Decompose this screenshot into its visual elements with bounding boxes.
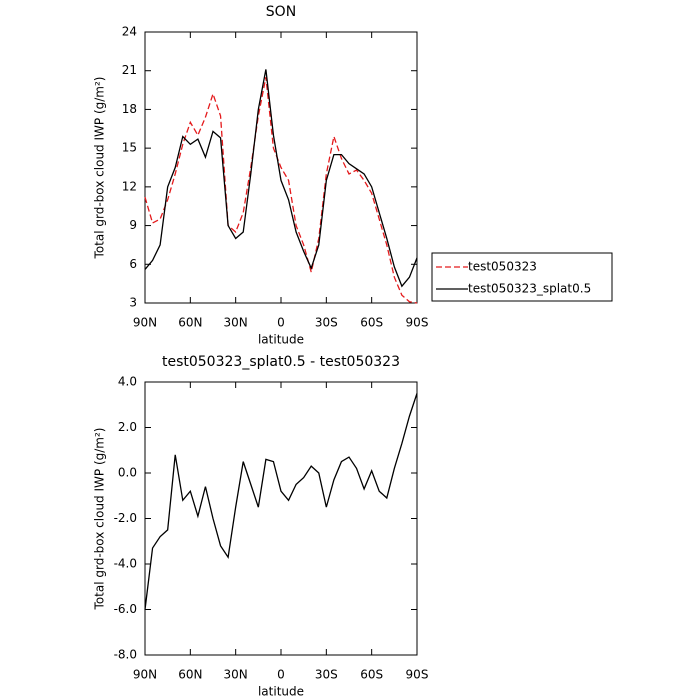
x-tick-label: 0: [277, 668, 285, 682]
y-tick-label: 3: [129, 296, 137, 310]
y-tick-label: -8.0: [114, 648, 137, 662]
x-tick-label: 30S: [315, 668, 338, 682]
y-tick-label: -4.0: [114, 557, 137, 571]
y-tick-label: -6.0: [114, 602, 137, 616]
plot-frame: [144, 381, 418, 656]
x-tick-label: 60N: [178, 668, 202, 682]
x-tick-label: 60N: [178, 316, 202, 330]
y-axis-label: Total grd-box cloud IWP (g/m²): [93, 428, 107, 611]
series-line: [144, 393, 418, 610]
legend-box: [431, 252, 613, 302]
x-tick-label: 0: [277, 316, 285, 330]
x-tick-label: 90N: [133, 668, 157, 682]
x-axis-label: latitude: [258, 333, 304, 347]
x-tick-label: 60S: [360, 316, 383, 330]
y-tick-label: 6: [129, 257, 137, 271]
x-tick-label: 30N: [224, 668, 248, 682]
chart-title: SON: [266, 4, 296, 20]
y-tick-label: 9: [129, 218, 137, 232]
x-tick-label: 60S: [360, 668, 383, 682]
chart-title: test050323_splat0.5 - test050323: [162, 354, 400, 370]
legend-label: test050323: [468, 260, 537, 274]
y-tick-label: 21: [122, 63, 137, 77]
y-tick-label: 4.0: [118, 375, 137, 389]
y-axis-label: Total grd-box cloud IWP (g/m²): [93, 77, 107, 260]
series-line: [144, 77, 418, 304]
legend-label: test050323_splat0.5: [468, 282, 591, 296]
y-tick-label: 2.0: [118, 420, 137, 434]
x-tick-label: 30N: [224, 316, 248, 330]
series-line: [144, 69, 418, 288]
y-tick-label: 0.0: [118, 466, 137, 480]
y-tick-label: 24: [122, 25, 137, 39]
y-tick-label: 12: [122, 179, 137, 193]
x-axis-label: latitude: [258, 685, 304, 699]
x-tick-label: 30S: [315, 316, 338, 330]
y-tick-label: 15: [122, 141, 137, 155]
y-tick-label: 18: [122, 102, 137, 116]
x-tick-label: 90S: [406, 668, 429, 682]
x-tick-label: 90N: [133, 316, 157, 330]
y-tick-label: -2.0: [114, 511, 137, 525]
x-tick-label: 90S: [406, 316, 429, 330]
